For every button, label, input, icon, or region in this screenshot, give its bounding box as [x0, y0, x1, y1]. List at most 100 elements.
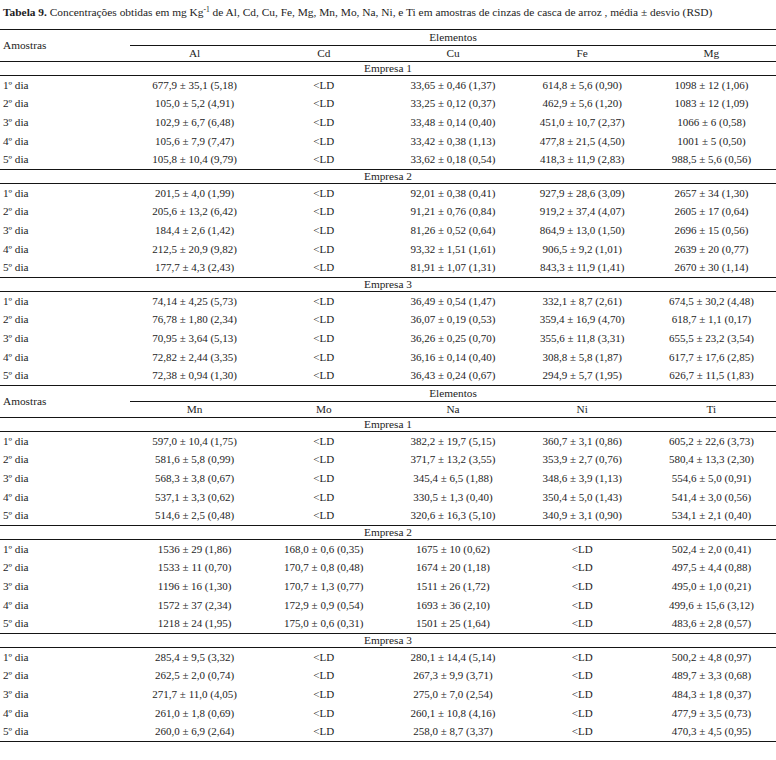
group-header-row: Empresa 1: [0, 61, 776, 75]
elementos-header: Elementos: [130, 385, 776, 401]
table-row: 4º dia1572 ± 37 (2,34)172,9 ± 0,9 (0,54)…: [0, 596, 776, 615]
data-cell: <LD: [259, 366, 388, 385]
data-cell: 70,95 ± 3,64 (5,13): [130, 329, 259, 348]
data-cell: 614,8 ± 5,6 (0,90): [518, 75, 647, 94]
data-cell: 267,3 ± 9,9 (3,71): [388, 666, 517, 685]
data-cell: 2657 ± 34 (1,30): [647, 183, 776, 202]
data-cell: <LD: [259, 310, 388, 329]
data-cell: 1083 ± 12 (1,09): [647, 94, 776, 113]
data-cell: 1572 ± 37 (2,34): [130, 596, 259, 615]
element-header: Ni: [518, 401, 647, 417]
table-row: 4º dia72,82 ± 2,44 (3,35)<LD36,16 ± 0,14…: [0, 348, 776, 367]
data-cell: 502,4 ± 2,0 (0,41): [647, 539, 776, 558]
data-cell: 285,4 ± 9,5 (3,32): [130, 647, 259, 666]
data-cell: <LD: [518, 577, 647, 596]
table-row: 4º dia105,6 ± 7,9 (7,47)<LD33,42 ± 0,38 …: [0, 132, 776, 151]
data-cell: <LD: [259, 666, 388, 685]
data-cell: 626,7 ± 11,5 (1,83): [647, 366, 776, 385]
data-cell: 1675 ± 10 (0,62): [388, 539, 517, 558]
data-cell: 418,3 ± 11,9 (2,83): [518, 150, 647, 169]
data-cell: <LD: [259, 348, 388, 367]
data-cell: 330,5 ± 1,3 (0,40): [388, 488, 517, 507]
table-row: 1º dia74,14 ± 4,25 (5,73)<LD36,49 ± 0,54…: [0, 291, 776, 310]
caption-text: Concentrações obtidas em mg Kg: [50, 6, 204, 18]
data-cell: 1066 ± 6 (0,58): [647, 113, 776, 132]
table-row: 3º dia70,95 ± 3,64 (5,13)<LD36,26 ± 0,25…: [0, 329, 776, 348]
row-label: 1º dia: [0, 75, 130, 94]
data-cell: <LD: [259, 258, 388, 277]
data-cell: 177,7 ± 4,3 (2,43): [130, 258, 259, 277]
row-label: 1º dia: [0, 291, 130, 310]
group-header: Empresa 1: [0, 61, 776, 75]
data-cell: 495,0 ± 1,0 (0,21): [647, 577, 776, 596]
row-label: 4º dia: [0, 596, 130, 615]
data-cell: 260,0 ± 6,9 (2,64): [130, 722, 259, 741]
data-cell: 72,38 ± 0,94 (1,30): [130, 366, 259, 385]
table-row: 2º dia1533 ± 11 (0,70)170,7 ± 0,8 (0,48)…: [0, 558, 776, 577]
data-cell: 568,3 ± 3,8 (0,67): [130, 469, 259, 488]
data-cell: <LD: [259, 291, 388, 310]
data-cell: 350,4 ± 5,0 (1,43): [518, 488, 647, 507]
data-cell: 92,01 ± 0,38 (0,41): [388, 183, 517, 202]
element-header: Na: [388, 401, 517, 417]
data-cell: 554,6 ± 5,0 (0,91): [647, 469, 776, 488]
data-cell: 537,1 ± 3,3 (0,62): [130, 488, 259, 507]
data-cell: 168,0 ± 0,6 (0,35): [259, 539, 388, 558]
group-header-row: Empresa 2: [0, 169, 776, 183]
row-label: 1º dia: [0, 183, 130, 202]
data-cell: 674,5 ± 30,2 (4,48): [647, 291, 776, 310]
table-row: 3º dia184,4 ± 2,6 (1,42)<LD81,26 ± 0,52 …: [0, 221, 776, 240]
data-cell: 280,1 ± 14,4 (5,14): [388, 647, 517, 666]
data-cell: <LD: [259, 113, 388, 132]
data-table: AmostrasElementosAlCdCuFeMgEmpresa 11º d…: [0, 29, 776, 742]
data-cell: 864,9 ± 13,0 (1,50): [518, 221, 647, 240]
data-cell: <LD: [518, 596, 647, 615]
data-cell: 843,3 ± 11,9 (1,41): [518, 258, 647, 277]
data-cell: 581,6 ± 5,8 (0,99): [130, 450, 259, 469]
table-row: 2º dia262,5 ± 2,0 (0,74)<LD267,3 ± 9,9 (…: [0, 666, 776, 685]
data-cell: <LD: [259, 183, 388, 202]
data-cell: 1536 ± 29 (1,86): [130, 539, 259, 558]
group-header: Empresa 2: [0, 169, 776, 183]
elementos-header: Elementos: [130, 29, 776, 45]
data-cell: 462,9 ± 5,6 (1,20): [518, 94, 647, 113]
row-label: 2º dia: [0, 202, 130, 221]
data-cell: 74,14 ± 4,25 (5,73): [130, 291, 259, 310]
data-cell: 1511 ± 26 (1,72): [388, 577, 517, 596]
element-header: Cu: [388, 45, 517, 61]
data-cell: 33,25 ± 0,12 (0,37): [388, 94, 517, 113]
data-cell: 91,21 ± 0,76 (0,84): [388, 202, 517, 221]
data-cell: 541,4 ± 3,0 (0,56): [647, 488, 776, 507]
data-cell: 308,8 ± 5,8 (1,87): [518, 348, 647, 367]
row-label: 3º dia: [0, 577, 130, 596]
data-cell: 1001 ± 5 (0,50): [647, 132, 776, 151]
data-cell: <LD: [259, 202, 388, 221]
group-header-row: Empresa 2: [0, 525, 776, 539]
data-cell: 258,0 ± 8,7 (3,37): [388, 722, 517, 741]
data-cell: 2670 ± 30 (1,14): [647, 258, 776, 277]
data-cell: 294,9 ± 5,7 (1,95): [518, 366, 647, 385]
data-cell: 382,2 ± 19,7 (5,15): [388, 431, 517, 450]
row-label: 5º dia: [0, 614, 130, 633]
data-cell: 617,7 ± 17,6 (2,85): [647, 348, 776, 367]
row-label: 4º dia: [0, 488, 130, 507]
data-cell: <LD: [518, 614, 647, 633]
row-label: 3º dia: [0, 469, 130, 488]
data-cell: <LD: [518, 539, 647, 558]
data-cell: 105,8 ± 10,4 (9,79): [130, 150, 259, 169]
data-cell: 261,0 ± 1,8 (0,69): [130, 704, 259, 723]
group-header: Empresa 3: [0, 633, 776, 647]
data-cell: <LD: [259, 704, 388, 723]
data-cell: 359,4 ± 16,9 (4,70): [518, 310, 647, 329]
data-cell: 170,7 ± 1,3 (0,77): [259, 577, 388, 596]
data-cell: 76,78 ± 1,80 (2,34): [130, 310, 259, 329]
data-cell: 655,5 ± 23,2 (3,54): [647, 329, 776, 348]
data-cell: 353,9 ± 2,7 (0,76): [518, 450, 647, 469]
data-cell: 500,2 ± 4,8 (0,97): [647, 647, 776, 666]
data-cell: 212,5 ± 20,9 (9,82): [130, 240, 259, 259]
data-cell: 484,3 ± 1,8 (0,37): [647, 685, 776, 704]
data-cell: 33,42 ± 0,38 (1,13): [388, 132, 517, 151]
data-cell: 534,1 ± 2,1 (0,40): [647, 506, 776, 525]
data-cell: 489,7 ± 3,3 (0,68): [647, 666, 776, 685]
data-cell: 36,07 ± 0,19 (0,53): [388, 310, 517, 329]
